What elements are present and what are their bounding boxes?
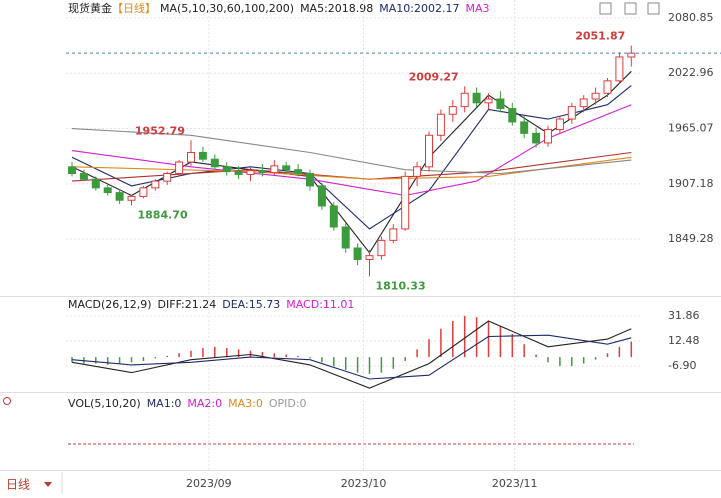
candle-body <box>365 255 374 260</box>
diff-line <box>71 320 632 389</box>
candle-body <box>210 158 219 168</box>
candle-body <box>139 187 148 197</box>
candle-body <box>377 239 386 257</box>
y-tick-label: 1849.28 <box>668 232 714 245</box>
candle-body <box>187 151 195 163</box>
chart-period: 【日线】 <box>112 1 156 15</box>
candle-body <box>151 180 160 189</box>
candle-body <box>484 98 493 104</box>
x-tick-label: 2023/10 <box>341 477 387 490</box>
icon[interactable] <box>624 2 637 15</box>
candle-body <box>317 185 326 207</box>
candle-body <box>163 172 172 182</box>
legend-entry: DIFF:21.24 <box>158 298 217 311</box>
candle-body <box>306 172 314 187</box>
candle-body <box>591 92 600 100</box>
ma-line <box>71 128 632 175</box>
candle-body <box>425 134 433 168</box>
candle-body <box>544 129 552 144</box>
candle-body <box>198 151 207 160</box>
extreme-label: 1810.33 <box>376 279 426 292</box>
chart-title: 现货黄金 <box>68 1 112 15</box>
extreme-label: 2009.27 <box>409 70 459 83</box>
candle-body <box>567 106 576 120</box>
candle-body <box>389 228 398 241</box>
candle-body <box>520 121 529 134</box>
candle-body <box>175 161 184 174</box>
candle-body <box>270 165 279 174</box>
candle-body <box>508 108 517 123</box>
candle-body <box>615 56 624 82</box>
x-tick-label: 2023/11 <box>492 477 538 490</box>
toolbar-icons[interactable] <box>599 2 660 15</box>
candle-body <box>246 170 255 175</box>
candle-body <box>294 169 303 174</box>
candle-body <box>329 205 338 228</box>
legend-entry: OPID:0 <box>269 397 307 410</box>
legend-entry: MA1:0 <box>147 397 182 410</box>
candle-body <box>448 106 457 115</box>
y-tick-label: 12.48 <box>668 334 700 347</box>
icon[interactable] <box>647 2 660 15</box>
candle-body <box>234 171 243 175</box>
candle-body <box>555 118 564 131</box>
candle-body <box>91 178 100 189</box>
candle-body <box>603 80 612 94</box>
legend-entry: MACD(26,12,9) <box>68 298 152 311</box>
dropdown-arrow[interactable] <box>44 482 52 487</box>
candle-body <box>627 52 636 58</box>
legend-entry: DEA:15.73 <box>222 298 280 311</box>
legend-entry: MA(5,10,30,60,100,200) <box>160 2 294 15</box>
candle-body <box>115 192 124 201</box>
settings-icon[interactable] <box>3 397 11 405</box>
candle-body <box>496 98 505 110</box>
y-tick-label: 1907.18 <box>668 177 714 190</box>
legend-entry: MA2:0 <box>187 397 222 410</box>
period-button[interactable]: 日线 <box>6 478 30 492</box>
candle-body <box>68 166 76 174</box>
candle-body <box>341 226 350 249</box>
candle-body <box>79 172 88 180</box>
y-tick-label: 1965.07 <box>668 122 714 135</box>
y-tick-label: -6.90 <box>668 359 696 372</box>
candle-body <box>460 92 469 108</box>
legend-entry: MA10:2002.17 <box>379 2 459 15</box>
candle-body <box>258 170 267 174</box>
candle-body <box>353 247 362 260</box>
x-tick-label: 2023/09 <box>186 477 232 490</box>
icon[interactable] <box>599 2 612 15</box>
candle-body <box>579 98 588 108</box>
legend-entry: MACD:11.01 <box>286 298 354 311</box>
y-tick-label: 2080.85 <box>668 11 714 24</box>
legend-entry: VOL(5,10,20) <box>68 397 141 410</box>
candle-body <box>413 166 422 177</box>
legend-entry: MA3:0 <box>228 397 263 410</box>
dea-line <box>71 334 632 380</box>
extreme-label: 1952.79 <box>135 124 185 137</box>
candle-body <box>282 165 291 171</box>
extreme-label: 1884.70 <box>138 208 188 221</box>
candle-body <box>222 166 231 173</box>
candle-body <box>401 175 410 230</box>
candle-body <box>436 113 445 136</box>
candle-body <box>103 187 112 194</box>
legend-entry: MA5:2018.98 <box>300 2 373 15</box>
candle-body <box>472 92 481 104</box>
extreme-label: 2051.87 <box>575 30 625 43</box>
candle-body <box>127 195 136 201</box>
candle-body <box>532 132 541 144</box>
y-tick-label: 31.86 <box>668 309 700 322</box>
legend-entry: MA3 <box>466 2 490 15</box>
y-tick-label: 2022.96 <box>668 66 714 79</box>
